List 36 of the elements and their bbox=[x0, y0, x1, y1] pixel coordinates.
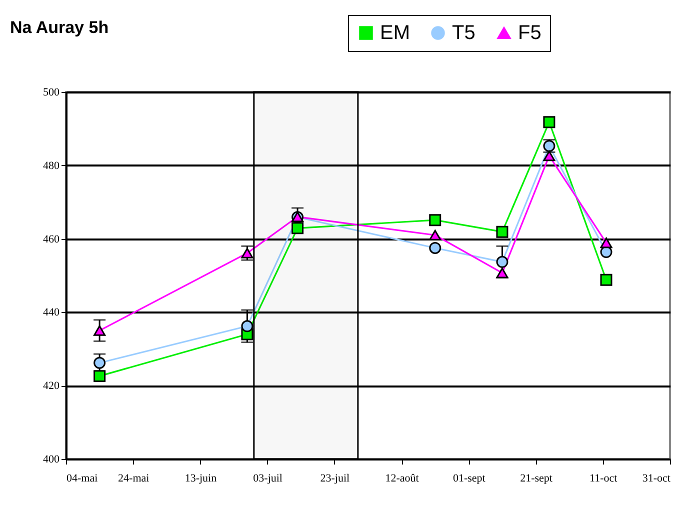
x-tick-label: 23-juil bbox=[320, 472, 350, 484]
point bbox=[429, 214, 442, 226]
point bbox=[543, 116, 556, 128]
point bbox=[241, 248, 254, 258]
legend-label: T5 bbox=[452, 22, 476, 44]
chart-title: Na Auray 5h bbox=[10, 18, 109, 38]
point bbox=[496, 256, 508, 268]
x-tick-label: 03-juil bbox=[253, 472, 283, 484]
point bbox=[600, 238, 612, 248]
point bbox=[292, 222, 304, 234]
point bbox=[496, 226, 508, 238]
point bbox=[94, 356, 106, 369]
point bbox=[241, 320, 254, 332]
y-tick-label: 460 bbox=[43, 233, 60, 246]
x-tick-label: 01-sept bbox=[452, 472, 486, 484]
y-tick-label: 480 bbox=[43, 160, 60, 172]
x-tick-label: 11-oct bbox=[590, 472, 618, 484]
x-tick-label: 21-sept bbox=[520, 472, 552, 484]
x-tick-label: 13-juin bbox=[184, 472, 218, 484]
x-tick-label: 31-oct bbox=[642, 472, 670, 484]
point bbox=[429, 230, 442, 240]
point bbox=[496, 268, 508, 278]
x-tick-label: 24-mai bbox=[118, 472, 150, 484]
x-tick-label: 04-mai bbox=[66, 472, 98, 484]
point bbox=[429, 242, 442, 254]
legend-label: F5 bbox=[518, 22, 542, 44]
point bbox=[600, 274, 612, 286]
y-tick-label: 440 bbox=[43, 306, 60, 319]
point bbox=[94, 370, 106, 382]
point bbox=[94, 325, 106, 336]
point bbox=[543, 150, 556, 162]
legend-label: EM bbox=[380, 22, 410, 44]
y-tick-label: 420 bbox=[43, 380, 60, 392]
x-tick-label: 12-août bbox=[385, 472, 419, 484]
y-tick-label: 500 bbox=[43, 86, 60, 98]
y-tick-label: 400 bbox=[43, 454, 60, 466]
